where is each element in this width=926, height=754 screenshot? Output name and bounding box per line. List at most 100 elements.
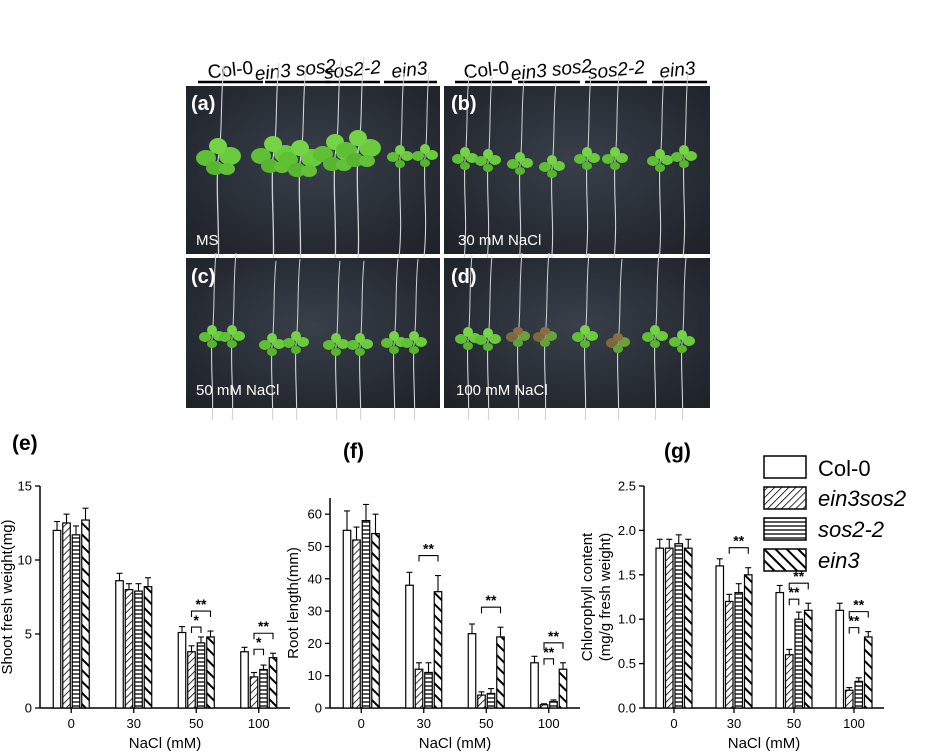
- bar: [467, 633, 477, 709]
- bar: [206, 636, 215, 709]
- y-tick-label: 60: [308, 507, 322, 522]
- bar: [187, 651, 196, 709]
- bar: [715, 565, 725, 709]
- bar: [803, 609, 813, 709]
- bar: [496, 636, 505, 709]
- significance-label: **: [258, 618, 269, 634]
- genotype-label: ein3: [658, 58, 696, 83]
- bar: [196, 642, 206, 709]
- bar: [52, 529, 62, 709]
- y-tick-label: 15: [18, 479, 32, 494]
- legend-item: ein3sos2: [763, 486, 906, 511]
- panel-letter: (d): [451, 266, 477, 288]
- bar: [724, 600, 734, 709]
- bar: [268, 657, 278, 709]
- x-tick-label: 0: [358, 716, 365, 731]
- legend-swatch: [763, 486, 807, 510]
- bar: [424, 671, 433, 709]
- panel-condition: 50 mM NaCl: [196, 382, 279, 399]
- significance-label: **: [543, 644, 554, 660]
- bar: [775, 591, 785, 709]
- y-tick-label: 0: [25, 701, 32, 716]
- y-tick-label: 30: [308, 604, 322, 619]
- y-tick-label: 1.5: [618, 567, 636, 582]
- x-axis-label: NaCl (mM): [728, 735, 801, 752]
- significance-label: **: [196, 596, 207, 612]
- bar: [734, 591, 744, 709]
- panel-condition: 100 mM NaCl: [456, 382, 548, 399]
- bar: [405, 584, 414, 709]
- significance-bracket: **: [253, 618, 274, 640]
- bar: [549, 700, 558, 709]
- bar: [433, 591, 443, 709]
- panel-letter: (a): [191, 93, 215, 115]
- bar: [863, 636, 873, 709]
- y-tick-label: 2.5: [618, 479, 636, 494]
- genotype-label: ein3: [390, 58, 428, 83]
- bar: [259, 668, 268, 709]
- y-tick-label: 1.0: [618, 612, 636, 627]
- y-tick-label: 10: [18, 553, 32, 568]
- bar: [361, 520, 371, 709]
- legend-label: sos2-2: [818, 517, 884, 542]
- y-tick-label: 20: [308, 636, 322, 651]
- significance-label: **: [548, 628, 559, 644]
- legend: Col-0 ein3sos2 sos2-2 ein3: [763, 455, 906, 573]
- x-axis-label: NaCl (mM): [129, 735, 202, 752]
- genotype-labels-right: Col-0 ein3 sos2 sos2-2 ein3: [455, 56, 707, 85]
- x-tick-label: 50: [787, 716, 801, 731]
- y-tick-label: 0.0: [618, 701, 636, 716]
- bar: [352, 539, 361, 709]
- panel-letter: (b): [451, 93, 477, 115]
- x-tick-label: 0: [68, 716, 75, 731]
- genotype-labels-left: Col-0 ein3 sos2 sos2-2 ein3: [198, 56, 437, 85]
- legend-swatch: [763, 517, 807, 541]
- significance-bracket: *: [253, 634, 265, 656]
- photo-panel-a: (a) MS: [186, 56, 440, 303]
- y-tick-label: 0.5: [618, 656, 636, 671]
- legend-label: Col-0: [818, 456, 871, 481]
- significance-label: **: [733, 533, 744, 549]
- bar: [177, 631, 187, 709]
- significance-bracket: **: [543, 644, 555, 665]
- x-axis-label: NaCl (mM): [419, 735, 492, 752]
- bar: [71, 534, 81, 709]
- legend-item: Col-0: [763, 455, 871, 481]
- significance-bracket: **: [848, 597, 869, 618]
- bar: [143, 586, 153, 709]
- chart-panel-letter: (f): [343, 440, 364, 463]
- legend-item: ein3: [763, 548, 860, 573]
- significance-label: **: [849, 613, 860, 629]
- y-axis-label: Shoot fresh weight(mg): [0, 519, 16, 674]
- bar: [784, 654, 794, 709]
- y-axis-label: Root length(mm): [285, 547, 302, 659]
- significance-bracket: **: [543, 628, 564, 649]
- significance-label: **: [486, 592, 497, 608]
- significance-bracket: **: [190, 596, 212, 618]
- significance-bracket: **: [788, 568, 809, 590]
- y-axis-label: Chlorophyll content(mg/g fresh weight): [579, 532, 614, 661]
- bar: [477, 694, 486, 709]
- chart-3: 0.00.51.01.52.02.50 30 50 100**********(g)N…: [579, 440, 884, 752]
- bar: [794, 618, 804, 709]
- bar: [62, 522, 71, 709]
- y-tick-label: 0: [315, 701, 322, 716]
- significance-bracket: **: [418, 541, 439, 562]
- x-tick-label: 30: [127, 716, 141, 731]
- significance-label: **: [853, 597, 864, 613]
- bar: [674, 543, 684, 709]
- photo-panel-c: (c) 50 mM NaCl: [186, 252, 440, 420]
- bar: [414, 668, 424, 709]
- chart-panel-letter: (e): [12, 432, 38, 455]
- significance-bracket: *: [190, 612, 202, 634]
- y-tick-label: 10: [308, 668, 322, 683]
- x-tick-label: 30: [727, 716, 741, 731]
- genotype-label: Col-0: [207, 58, 254, 84]
- bar: [240, 651, 249, 709]
- legend-label: ein3sos2: [818, 486, 906, 511]
- x-tick-label: 30: [417, 716, 431, 731]
- y-tick-label: 50: [308, 539, 322, 554]
- significance-bracket: **: [789, 584, 800, 606]
